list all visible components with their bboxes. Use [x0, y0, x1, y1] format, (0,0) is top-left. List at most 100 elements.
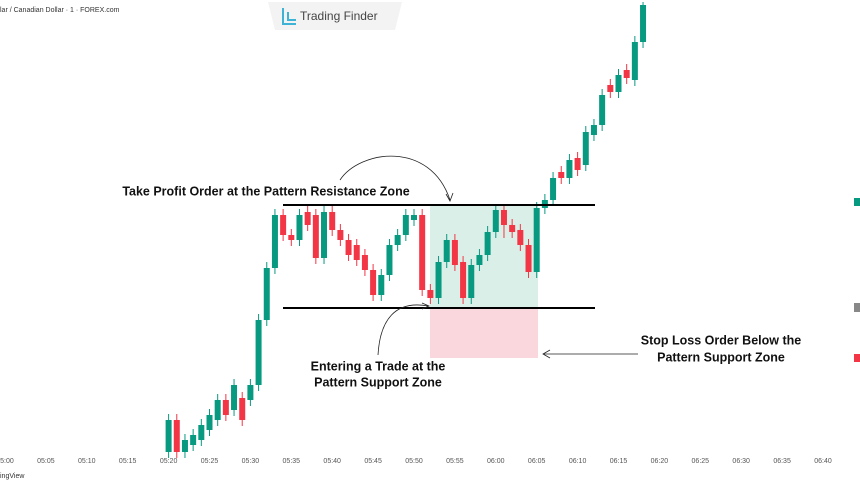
candle-body — [304, 212, 311, 225]
candle-body — [566, 160, 573, 178]
x-tick-label: 05:00 — [0, 458, 14, 465]
candle-body — [321, 212, 328, 258]
candle-body — [427, 290, 434, 298]
candle-body — [550, 178, 557, 200]
candle-body — [402, 215, 409, 235]
candle-body — [247, 385, 254, 400]
candle-body — [451, 240, 458, 265]
candle-body — [623, 70, 630, 78]
candle-body — [599, 95, 606, 125]
candle-body — [525, 245, 532, 272]
candle-body — [484, 232, 491, 255]
price-marker — [854, 303, 860, 312]
candle-body — [255, 320, 262, 385]
x-tick-label: 06:30 — [732, 458, 750, 465]
candle-body — [558, 172, 565, 178]
candle-body — [190, 435, 197, 445]
x-tick-label: 05:40 — [323, 458, 341, 465]
candle-body — [582, 132, 589, 165]
x-tick-label: 05:20 — [160, 458, 178, 465]
logo-icon — [282, 8, 296, 25]
candle-body — [222, 400, 229, 415]
candle-body — [173, 420, 180, 452]
candle-body — [590, 125, 597, 135]
arrow — [377, 304, 429, 356]
brand: Trading Finder — [300, 9, 378, 23]
candle-body — [419, 215, 426, 290]
candle-body — [312, 215, 319, 258]
candle-body — [239, 398, 246, 420]
arrow-head — [421, 302, 431, 310]
arrow-head — [445, 192, 454, 202]
loss-zone — [430, 308, 538, 358]
candle-body — [411, 215, 417, 220]
annotation: Take Profit Order at the Pattern Resista… — [122, 184, 409, 198]
candle-body — [370, 270, 377, 295]
x-tick-label: 05:50 — [405, 458, 423, 465]
x-tick-label: 06:15 — [610, 458, 628, 465]
candle-body — [435, 262, 442, 298]
symbol-label: lar / Canadian Dollar · 1 · FOREX.com — [0, 7, 120, 14]
candle-body — [353, 245, 360, 260]
x-tick-label: 06:10 — [569, 458, 587, 465]
annotation: Entering a Trade at the — [311, 359, 446, 373]
x-tick-label: 05:25 — [201, 458, 219, 465]
arrow — [339, 155, 451, 201]
candle-body — [640, 5, 647, 42]
candle-body — [296, 215, 303, 240]
candle-body — [394, 235, 401, 245]
candle-body — [492, 210, 499, 232]
candle-body — [337, 230, 344, 240]
candle-body — [443, 240, 450, 262]
annotation: Pattern Support Zone — [657, 350, 785, 364]
price-marker — [854, 198, 860, 206]
candle-body — [288, 235, 295, 240]
candle-body — [460, 262, 467, 298]
x-tick-label: 06:05 — [528, 458, 546, 465]
x-tick-label: 05:45 — [364, 458, 382, 465]
candle-body — [517, 230, 524, 245]
candle-body — [607, 85, 614, 92]
x-tick-label: 05:30 — [242, 458, 260, 465]
x-tick-label: 05:35 — [283, 458, 301, 465]
x-tick-label: 06:00 — [487, 458, 505, 465]
arrow-head — [542, 349, 551, 359]
candle-body — [509, 225, 516, 232]
x-tick-label: 05:10 — [78, 458, 96, 465]
annotation: Stop Loss Order Below the — [641, 333, 801, 347]
candle-body — [361, 255, 368, 270]
candle-body — [206, 415, 213, 430]
x-tick-label: 05:05 — [37, 458, 55, 465]
x-tick-label: 06:20 — [651, 458, 669, 465]
candle-body — [214, 400, 221, 420]
candle-body — [329, 212, 336, 230]
candle-body — [500, 210, 507, 225]
candle-body — [468, 265, 475, 298]
x-tick-label: 06:35 — [773, 458, 791, 465]
candle-body — [533, 208, 540, 272]
candle-body — [231, 385, 238, 410]
candles — [165, 2, 647, 458]
candle-body — [615, 75, 622, 92]
candle-body — [263, 268, 270, 320]
zones — [430, 205, 538, 358]
x-tick-label: 05:15 — [119, 458, 137, 465]
candle-body — [386, 245, 393, 275]
candle-body — [280, 215, 287, 235]
candle-body — [198, 425, 205, 440]
candle-body — [631, 42, 638, 80]
candle-body — [345, 240, 352, 255]
candle-body — [476, 255, 483, 265]
price-marker — [854, 354, 860, 362]
x-tick-label: 05:55 — [446, 458, 464, 465]
footer: ingView — [0, 473, 25, 480]
x-tick-label: 06:25 — [692, 458, 710, 465]
logo-bg — [268, 2, 402, 30]
candle-body — [181, 440, 188, 452]
candle-body — [378, 275, 385, 295]
x-tick-label: 06:40 — [814, 458, 832, 465]
candle-body — [271, 215, 278, 268]
candle-body — [574, 158, 581, 170]
annotation: Pattern Support Zone — [314, 375, 442, 389]
